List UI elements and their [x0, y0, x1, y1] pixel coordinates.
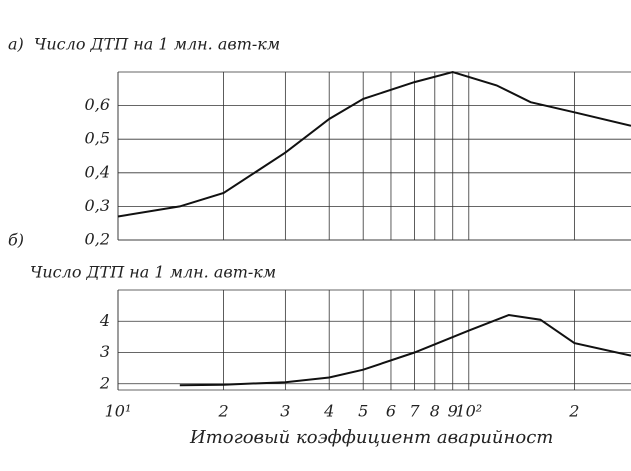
curve	[117, 70, 631, 218]
curve	[179, 313, 631, 387]
x-tick-label: 10¹	[105, 402, 132, 421]
x-tick-label: 9	[448, 402, 458, 421]
x-tick-label: 2	[568, 402, 579, 421]
y-tick-label: 4	[99, 311, 110, 330]
y-tick-label: 3	[100, 342, 110, 361]
y-tick-label: 0,6	[85, 95, 110, 114]
y-tick-label: 0,5	[85, 129, 110, 148]
x-tick-label: 2	[218, 402, 229, 421]
y-tick-label: 0,4	[85, 162, 110, 181]
x-tick-label: 5	[358, 402, 368, 421]
panel-label: б)	[8, 231, 24, 250]
y-tick-label: 0,2	[85, 230, 110, 249]
x-axis-label: Итоговый коэффициент аварийност	[189, 427, 553, 448]
x-tick-label: 8	[430, 402, 440, 421]
x-tick-label: 4	[323, 402, 334, 421]
y-tick-label: 0,3	[85, 196, 110, 215]
x-tick-label: 3	[280, 402, 290, 421]
x-tick-label: 6	[386, 402, 396, 421]
chart-title: Число ДТП на 1 млн. авт-км	[34, 35, 280, 54]
x-tick-label: 7	[409, 402, 420, 421]
x-tick-label: 10²	[455, 402, 482, 421]
panel-label: а)	[8, 35, 24, 54]
y-tick-label: 2	[99, 373, 110, 392]
chart-title: Число ДТП на 1 млн. авт-км	[30, 263, 276, 282]
